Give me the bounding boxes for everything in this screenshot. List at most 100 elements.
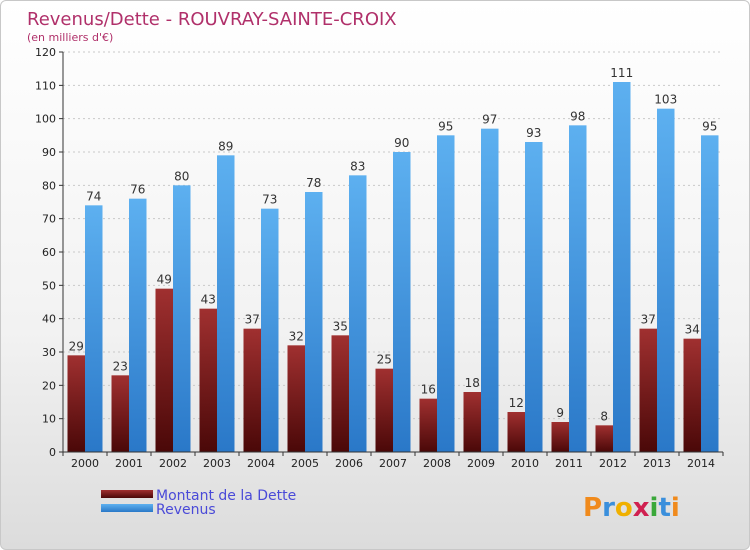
bar-revenus — [657, 108, 675, 453]
bar-revenus — [525, 142, 543, 452]
value-label-dette: 37 — [641, 313, 656, 327]
bar-dette — [331, 335, 349, 452]
y-tick-label: 40 — [42, 313, 56, 326]
y-tick-label: 50 — [42, 279, 56, 292]
legend: Montant de la Dette Revenus — [101, 488, 296, 518]
value-label-revenus: 97 — [482, 113, 497, 127]
bar-dette — [595, 425, 613, 452]
bar-revenus — [701, 135, 719, 453]
value-label-dette: 25 — [377, 353, 392, 367]
bar-dette — [199, 308, 217, 452]
value-label-dette: 34 — [685, 323, 700, 337]
y-tick-label: 30 — [42, 346, 56, 359]
bar-revenus — [393, 152, 411, 452]
value-label-dette: 29 — [69, 339, 84, 353]
legend-swatch-revenus — [101, 504, 153, 512]
bar-dette — [111, 375, 129, 452]
value-label-revenus: 83 — [350, 159, 365, 173]
bar-dette — [683, 338, 701, 452]
bar-dette — [551, 422, 569, 452]
bar-dette — [155, 288, 173, 452]
proxiti-logo: Proxiti — [583, 493, 680, 523]
x-tick-label: 2010 — [511, 457, 539, 470]
y-tick-label: 90 — [42, 146, 56, 159]
x-axis-ticks: 2000 2001 2002 2003 2004 2005 2006 2007 2008 2009… — [62, 452, 724, 470]
y-tick-label: 0 — [49, 446, 56, 459]
bar-revenus — [613, 82, 631, 452]
bar-revenus — [481, 128, 499, 452]
x-tick-label: 2011 — [555, 457, 583, 470]
bar-revenus — [349, 175, 367, 453]
y-tick-label: 60 — [42, 246, 56, 259]
value-label-revenus: 78 — [306, 176, 321, 190]
x-tick-label: 2008 — [423, 457, 451, 470]
y-tick-label: 110 — [35, 79, 56, 92]
chart-subtitle: (en milliers d'€) — [27, 31, 113, 44]
value-label-dette: 49 — [157, 273, 172, 287]
value-label-dette: 37 — [245, 313, 260, 327]
x-tick-label: 2000 — [71, 457, 99, 470]
value-label-dette: 32 — [289, 329, 304, 343]
axes — [62, 52, 723, 453]
value-label-dette: 35 — [333, 319, 348, 333]
legend-label-revenus: Revenus — [156, 502, 216, 518]
value-label-dette: 23 — [113, 359, 128, 373]
bar-revenus — [261, 208, 279, 452]
bar-revenus — [85, 205, 103, 452]
y-tick-label: 120 — [35, 46, 56, 59]
value-label-revenus: 103 — [654, 93, 677, 107]
value-label-revenus: 74 — [86, 189, 101, 203]
bar-revenus — [437, 135, 455, 453]
x-tick-label: 2001 — [115, 457, 143, 470]
value-label-revenus: 93 — [526, 126, 541, 140]
bar-dette — [243, 328, 261, 452]
value-label-revenus: 80 — [174, 169, 189, 183]
x-tick-label: 2005 — [291, 457, 319, 470]
bar-revenus — [305, 192, 323, 452]
y-axis-ticks: 0 10 20 30 40 50 60 70 80 90 100 110 120 — [35, 46, 63, 459]
value-label-revenus: 98 — [570, 109, 585, 123]
bar-revenus — [129, 198, 147, 452]
x-tick-label: 2006 — [335, 457, 363, 470]
bar-revenus — [217, 155, 235, 453]
x-tick-label: 2012 — [599, 457, 627, 470]
y-tick-label: 70 — [42, 213, 56, 226]
bar-dette — [639, 328, 657, 452]
bar-dette — [507, 412, 525, 452]
bar-dette — [67, 355, 85, 452]
value-label-revenus: 76 — [130, 183, 145, 197]
value-label-dette: 8 — [600, 409, 608, 423]
x-tick-label: 2002 — [159, 457, 187, 470]
value-label-dette: 43 — [201, 293, 216, 307]
value-label-dette: 9 — [556, 406, 564, 420]
bar-dette — [419, 398, 437, 452]
y-tick-label: 10 — [42, 413, 56, 426]
value-label-revenus: 89 — [218, 139, 233, 153]
bar-dette — [287, 345, 305, 452]
value-label-dette: 16 — [421, 383, 436, 397]
bar-dette — [375, 368, 393, 452]
value-label-revenus: 95 — [702, 119, 717, 133]
bar-revenus — [569, 125, 587, 452]
value-label-dette: 18 — [465, 376, 480, 390]
x-tick-label: 2013 — [643, 457, 671, 470]
bars — [67, 82, 719, 453]
y-tick-label: 20 — [42, 379, 56, 392]
y-tick-label: 80 — [42, 179, 56, 192]
x-tick-label: 2004 — [247, 457, 275, 470]
x-tick-label: 2009 — [467, 457, 495, 470]
x-tick-label: 2014 — [687, 457, 715, 470]
value-labels: 2974237649804389377332783583259016951897… — [69, 66, 718, 423]
x-tick-label: 2003 — [203, 457, 231, 470]
legend-label-debt: Montant de la Dette — [156, 488, 296, 504]
bar-dette — [463, 392, 481, 452]
chart-title: Revenus/Dette - ROUVRAY-SAINTE-CROIX — [27, 9, 397, 30]
value-label-revenus: 111 — [610, 66, 633, 80]
x-tick-label: 2007 — [379, 457, 407, 470]
bar-revenus — [173, 185, 191, 453]
y-tick-label: 100 — [35, 113, 56, 126]
legend-swatch-debt — [101, 490, 153, 498]
value-label-dette: 12 — [509, 396, 524, 410]
